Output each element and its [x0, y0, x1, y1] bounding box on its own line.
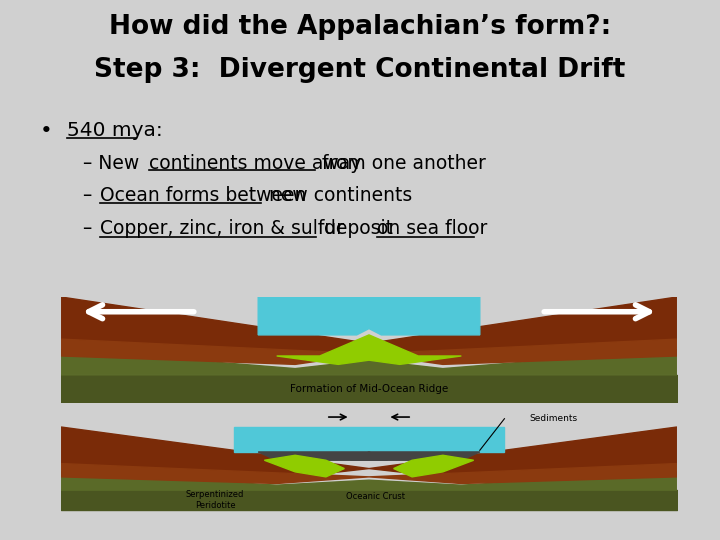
Polygon shape	[307, 343, 431, 364]
Text: 540 mya:: 540 mya:	[67, 122, 163, 140]
Polygon shape	[61, 297, 369, 356]
Polygon shape	[369, 463, 677, 483]
Text: Serpentinized
Peridotite: Serpentinized Peridotite	[186, 490, 244, 510]
Text: from one another: from one another	[316, 154, 486, 173]
Text: Sediments: Sediments	[529, 414, 577, 423]
Text: •: •	[40, 122, 53, 141]
Text: Oceanic Crust: Oceanic Crust	[346, 492, 405, 501]
Text: How did the Appalachian’s form?:: How did the Appalachian’s form?:	[109, 14, 611, 39]
Text: – New: – New	[83, 154, 145, 173]
Polygon shape	[258, 452, 480, 460]
Polygon shape	[258, 297, 480, 335]
Text: Copper, zinc, iron & sulfur: Copper, zinc, iron & sulfur	[100, 219, 344, 238]
Polygon shape	[351, 452, 387, 460]
Polygon shape	[61, 463, 369, 483]
Text: Ocean forms between: Ocean forms between	[100, 186, 307, 205]
Text: Step 3:  Divergent Continental Drift: Step 3: Divergent Continental Drift	[94, 57, 626, 83]
Polygon shape	[61, 339, 369, 364]
Text: Formation of Mid-Ocean Ridge: Formation of Mid-Ocean Ridge	[290, 383, 448, 394]
Text: on sea floor: on sea floor	[377, 219, 487, 238]
Text: new continents: new continents	[263, 186, 412, 205]
Polygon shape	[369, 339, 677, 364]
Polygon shape	[394, 455, 474, 477]
Polygon shape	[276, 335, 462, 362]
Polygon shape	[61, 350, 677, 375]
Polygon shape	[233, 427, 505, 452]
Text: –: –	[83, 219, 98, 238]
Text: –: –	[83, 186, 98, 205]
Polygon shape	[61, 472, 677, 490]
Polygon shape	[264, 455, 344, 477]
Polygon shape	[61, 427, 369, 477]
Polygon shape	[369, 297, 677, 356]
Text: continents move away: continents move away	[149, 154, 361, 173]
Polygon shape	[369, 427, 677, 477]
Text: deposit: deposit	[318, 219, 399, 238]
